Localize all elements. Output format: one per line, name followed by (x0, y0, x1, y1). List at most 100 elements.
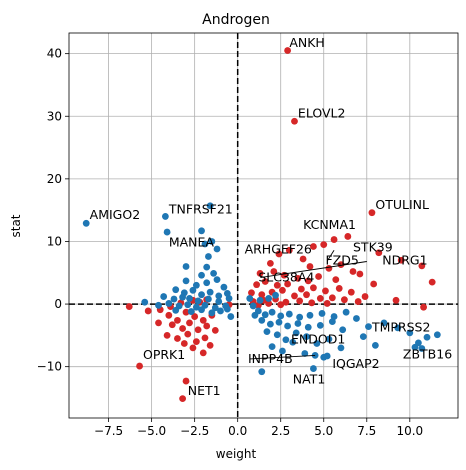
blue-data-point (201, 240, 209, 248)
blue-data-point (208, 309, 216, 317)
blue-data-point (285, 310, 293, 318)
blue-data-point (313, 340, 321, 347)
x-tick-label: 5.0 (314, 424, 333, 438)
blue-data-point (182, 263, 190, 270)
blue-data-point (172, 306, 180, 314)
gene-label: TMPRSS2 (371, 320, 430, 335)
blue-data-point (279, 347, 286, 355)
red-data-point (428, 278, 436, 286)
blue-data-point (205, 295, 212, 303)
red-data-point (155, 319, 162, 327)
blue-data-point (423, 333, 431, 341)
blue-data-point (394, 324, 402, 332)
red-data-point (392, 296, 400, 304)
red-data-point (335, 285, 343, 292)
blue-data-point (210, 269, 217, 277)
blue-data-point (418, 345, 426, 352)
red-data-point (354, 298, 362, 305)
blue-data-point (328, 318, 336, 325)
x-tick-label: 0.0 (228, 424, 247, 438)
blue-data-point (203, 279, 211, 287)
red-data-point (344, 233, 352, 240)
blue-data-point (380, 319, 388, 327)
red-data-point (306, 263, 314, 270)
blue-data-point (208, 238, 216, 245)
blue-data-point (282, 336, 290, 344)
blue-data-point (205, 253, 212, 260)
blue-data-point (365, 323, 372, 331)
red-data-point (330, 236, 338, 243)
blue-data-point (192, 303, 200, 311)
red-data-point (256, 269, 264, 277)
blue-data-point (411, 343, 419, 351)
blue-data-point (310, 365, 317, 372)
red-data-point (375, 249, 383, 257)
red-data-point (310, 243, 317, 250)
blue-data-point (246, 295, 254, 302)
gene-label: AMIGO2 (90, 207, 141, 222)
x-tick-label: −7.5 (94, 424, 123, 438)
grid-lines (69, 33, 458, 418)
blue-data-point (165, 300, 173, 307)
x-tick-label: 7.5 (357, 424, 376, 438)
blue-data-point (163, 228, 171, 236)
blue-data-point (289, 338, 297, 346)
annotations: ANKH ELOVL2 OTULINL KCNMA1 STK39 ARHGEF26 NDRG… (90, 35, 453, 398)
gene-label: OTULINL (375, 197, 429, 212)
red-data-point (165, 311, 173, 319)
red-data-point (368, 209, 376, 217)
blue-data-point (337, 344, 345, 352)
red-data-point (211, 326, 219, 334)
red-data-point (304, 277, 312, 285)
blue-data-point (160, 293, 168, 300)
blue-data-point (215, 292, 223, 300)
red-data-point (203, 322, 211, 330)
blue-data-point (433, 331, 441, 339)
blue-data-point (277, 312, 285, 320)
red-data-point (337, 261, 345, 269)
red-data-point (194, 326, 202, 334)
gene-label: ZBTB16 (403, 347, 452, 362)
blue-data-point (206, 202, 214, 210)
gene-label: IQGAP2 (332, 356, 379, 371)
blue-data-point (155, 301, 162, 309)
y-tick-label: 40 (47, 47, 62, 61)
blue-data-point (268, 343, 276, 351)
blue-data-point (316, 321, 324, 329)
blue-data-point (225, 295, 233, 302)
x-tick-label: 2.5 (271, 424, 290, 438)
red-data-point (328, 294, 336, 302)
blue-data-point (189, 286, 197, 294)
red-data-point (191, 313, 199, 320)
red-data-point (180, 340, 188, 347)
blue-data-point (186, 295, 193, 302)
gene-label: ELOVL2 (298, 106, 346, 121)
blue-data-point (213, 245, 221, 253)
gene-label: INPP4B (248, 351, 293, 366)
plot-frame (68, 32, 459, 419)
red-data-point (199, 316, 207, 324)
red-data-point (349, 268, 357, 275)
red-data-point (265, 300, 273, 307)
gene-label: MANEA (169, 234, 215, 249)
blue-data-point (161, 213, 169, 220)
red-data-point (303, 291, 310, 299)
red-data-point (397, 256, 405, 264)
blue-data-point (182, 277, 190, 285)
red-data-point (279, 286, 286, 294)
red-data-point (310, 284, 317, 292)
blue-data-point (342, 308, 350, 316)
y-tick-label: −10 (37, 360, 62, 374)
red-data-point (316, 295, 324, 302)
x-tick-label: 10.0 (396, 424, 423, 438)
red-data-point (163, 331, 171, 339)
blue-data-point (198, 227, 205, 235)
blue-data-point (261, 311, 269, 319)
gene-label: TNFRSF21 (168, 201, 233, 216)
red-data-point (192, 338, 200, 346)
red-data-point (291, 117, 298, 125)
blue-data-point (371, 341, 379, 349)
gene-label: FZD5 (325, 253, 358, 268)
chart-title: Androgen (202, 12, 270, 28)
